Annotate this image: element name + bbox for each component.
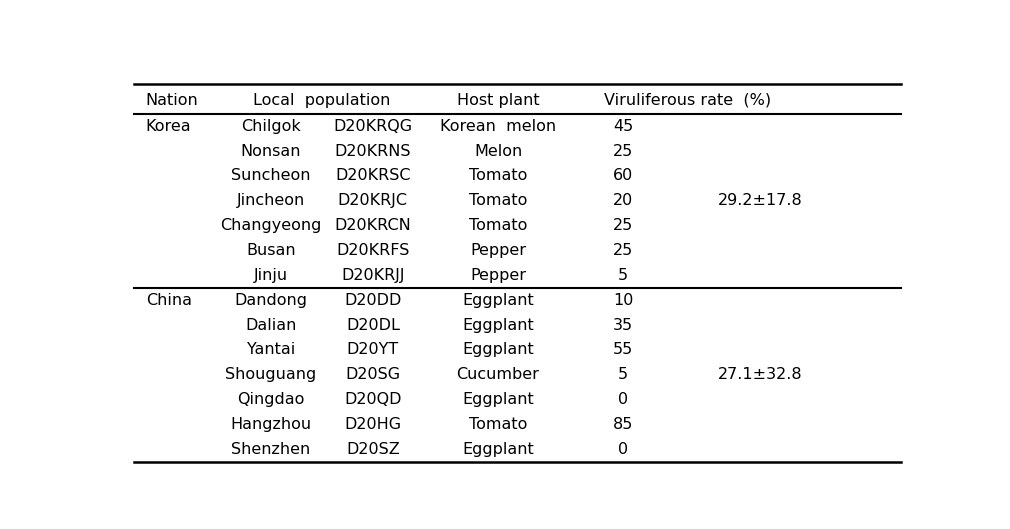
Text: Cucumber: Cucumber bbox=[457, 367, 539, 382]
Text: Qingdao: Qingdao bbox=[237, 392, 305, 407]
Text: D20KRSC: D20KRSC bbox=[335, 168, 411, 184]
Text: 25: 25 bbox=[613, 218, 633, 233]
Text: D20QD: D20QD bbox=[344, 392, 402, 407]
Text: Korean  melon: Korean melon bbox=[440, 118, 557, 134]
Text: Nonsan: Nonsan bbox=[240, 143, 301, 159]
Text: Pepper: Pepper bbox=[470, 268, 526, 283]
Text: Melon: Melon bbox=[474, 143, 522, 159]
Text: 0: 0 bbox=[618, 442, 628, 457]
Text: 5: 5 bbox=[618, 268, 628, 283]
Text: Local  population: Local population bbox=[254, 93, 391, 107]
Text: Eggplant: Eggplant bbox=[463, 442, 534, 457]
Text: D20HG: D20HG bbox=[344, 417, 401, 432]
Text: Tomato: Tomato bbox=[469, 193, 527, 208]
Text: Chilgok: Chilgok bbox=[241, 118, 301, 134]
Text: 60: 60 bbox=[613, 168, 633, 184]
Text: Dandong: Dandong bbox=[234, 293, 308, 308]
Text: D20KRFS: D20KRFS bbox=[336, 243, 409, 258]
Text: 85: 85 bbox=[613, 417, 633, 432]
Text: D20KRNS: D20KRNS bbox=[334, 143, 411, 159]
Text: Nation: Nation bbox=[145, 93, 199, 107]
Text: Suncheon: Suncheon bbox=[231, 168, 311, 184]
Text: D20SG: D20SG bbox=[345, 367, 400, 382]
Text: Jincheon: Jincheon bbox=[237, 193, 305, 208]
Text: 45: 45 bbox=[613, 118, 633, 134]
Text: D20KRJJ: D20KRJJ bbox=[341, 268, 405, 283]
Text: Eggplant: Eggplant bbox=[463, 317, 534, 333]
Text: Shenzhen: Shenzhen bbox=[231, 442, 311, 457]
Text: China: China bbox=[145, 293, 192, 308]
Text: Dalian: Dalian bbox=[245, 317, 297, 333]
Text: D20KRCN: D20KRCN bbox=[334, 218, 411, 233]
Text: D20KRJC: D20KRJC bbox=[337, 193, 408, 208]
Text: 29.2±17.8: 29.2±17.8 bbox=[718, 193, 803, 208]
Text: 10: 10 bbox=[613, 293, 633, 308]
Text: D20YT: D20YT bbox=[346, 342, 399, 358]
Text: Eggplant: Eggplant bbox=[463, 342, 534, 358]
Text: 5: 5 bbox=[618, 367, 628, 382]
Text: 35: 35 bbox=[613, 317, 633, 333]
Text: Changyeong: Changyeong bbox=[220, 218, 322, 233]
Text: Viruliferous rate  (%): Viruliferous rate (%) bbox=[604, 93, 772, 107]
Text: Host plant: Host plant bbox=[457, 93, 539, 107]
Text: 55: 55 bbox=[613, 342, 633, 358]
Text: Eggplant: Eggplant bbox=[463, 293, 534, 308]
Text: D20SZ: D20SZ bbox=[346, 442, 400, 457]
Text: Tomato: Tomato bbox=[469, 218, 527, 233]
Text: Korea: Korea bbox=[145, 118, 192, 134]
Text: 0: 0 bbox=[618, 392, 628, 407]
Text: 25: 25 bbox=[613, 243, 633, 258]
Text: Jinju: Jinju bbox=[254, 268, 288, 283]
Text: Eggplant: Eggplant bbox=[463, 392, 534, 407]
Text: 27.1±32.8: 27.1±32.8 bbox=[718, 367, 803, 382]
Text: Shouguang: Shouguang bbox=[225, 367, 317, 382]
Text: D20KRQG: D20KRQG bbox=[333, 118, 412, 134]
Text: Tomato: Tomato bbox=[469, 168, 527, 184]
Text: Pepper: Pepper bbox=[470, 243, 526, 258]
Text: D20DL: D20DL bbox=[345, 317, 400, 333]
Text: 25: 25 bbox=[613, 143, 633, 159]
Text: D20DD: D20DD bbox=[344, 293, 402, 308]
Text: Tomato: Tomato bbox=[469, 417, 527, 432]
Text: Hangzhou: Hangzhou bbox=[230, 417, 312, 432]
Text: Yantai: Yantai bbox=[246, 342, 295, 358]
Text: Busan: Busan bbox=[246, 243, 296, 258]
Text: 20: 20 bbox=[613, 193, 633, 208]
